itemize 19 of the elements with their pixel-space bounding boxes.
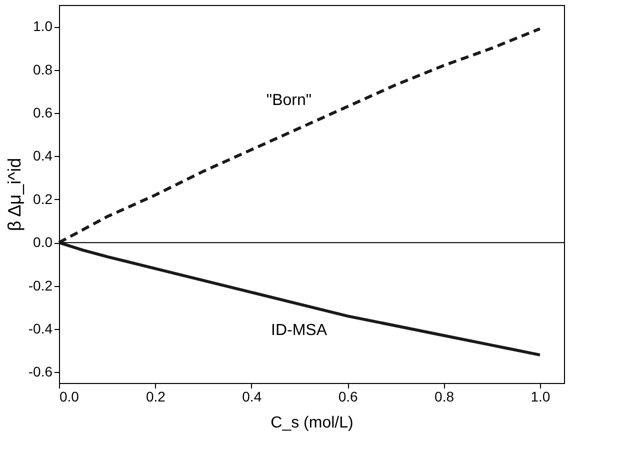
x-axis-title: C_s (mol/L) — [270, 414, 354, 432]
y-tick-label: 0.6 — [33, 104, 53, 120]
y-tick-label: 1.0 — [33, 18, 53, 34]
annotation: ID-MSA — [271, 322, 328, 339]
y-tick-label: -0.4 — [28, 320, 53, 336]
x-tick-label: 1.0 — [530, 388, 550, 404]
y-tick-label: 0.0 — [33, 234, 53, 250]
x-tick-label: 0.2 — [146, 388, 166, 404]
x-tick-label: 0.8 — [434, 388, 454, 404]
y-tick-label: -0.2 — [28, 277, 53, 294]
y-axis-title: β Δμ_i^id — [4, 158, 24, 232]
x-tick-label: 0.6 — [338, 388, 358, 404]
y-tick-label: -0.6 — [28, 364, 53, 380]
y-tick-label: 0.2 — [33, 190, 53, 207]
y-tick-label: 0.4 — [33, 148, 53, 164]
x-tick-label: 0.4 — [242, 388, 262, 404]
annotation: "Born" — [266, 92, 312, 109]
y-tick-label: 0.8 — [33, 61, 53, 78]
x-tick-label: 0.0 — [60, 388, 80, 404]
